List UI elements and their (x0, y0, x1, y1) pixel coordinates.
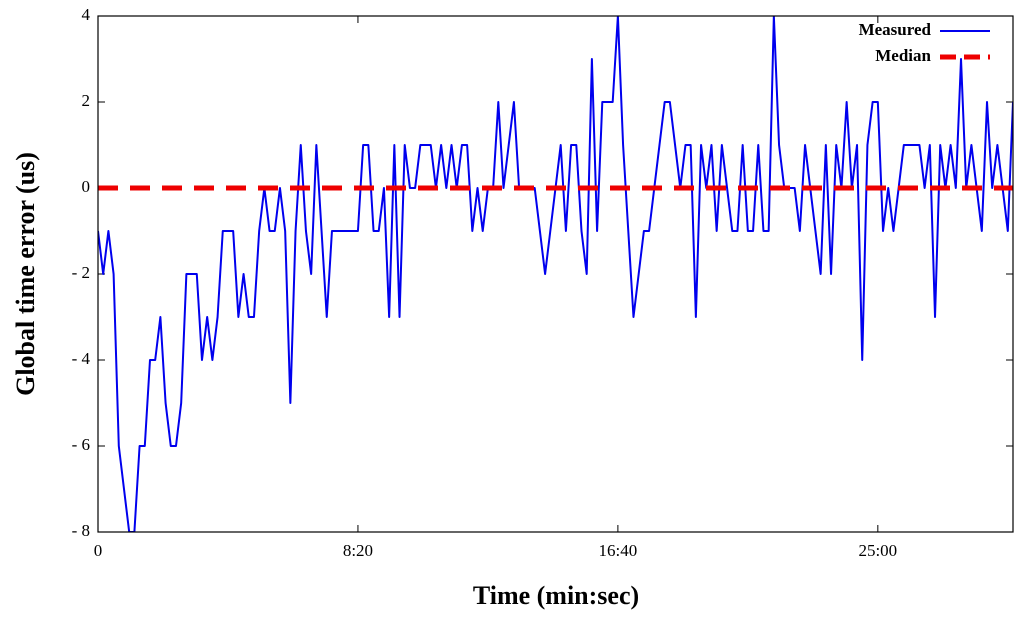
x-tick-label: 25:00 (858, 541, 897, 560)
plot-area (98, 16, 1013, 532)
y-tick-label: - 2 (72, 263, 90, 282)
x-axis-label: Time (min:sec) (473, 581, 639, 610)
y-tick-label: - 6 (72, 435, 90, 454)
y-tick-label: 0 (82, 177, 91, 196)
y-tick-label: - 8 (72, 521, 90, 540)
plot-frame (97, 15, 1014, 533)
legend-label: Measured (859, 20, 932, 39)
y-tick-label: 2 (82, 91, 91, 110)
y-axis-label: Global time error (us) (11, 152, 40, 396)
y-tick-label: - 4 (72, 349, 91, 368)
x-tick-label: 0 (94, 541, 103, 560)
x-tick-label: 16:40 (599, 541, 638, 560)
line-series (98, 16, 1013, 532)
x-tick-label: 8:20 (343, 541, 373, 560)
y-tick-label: 4 (82, 5, 91, 24)
legend-label: Median (875, 46, 931, 65)
